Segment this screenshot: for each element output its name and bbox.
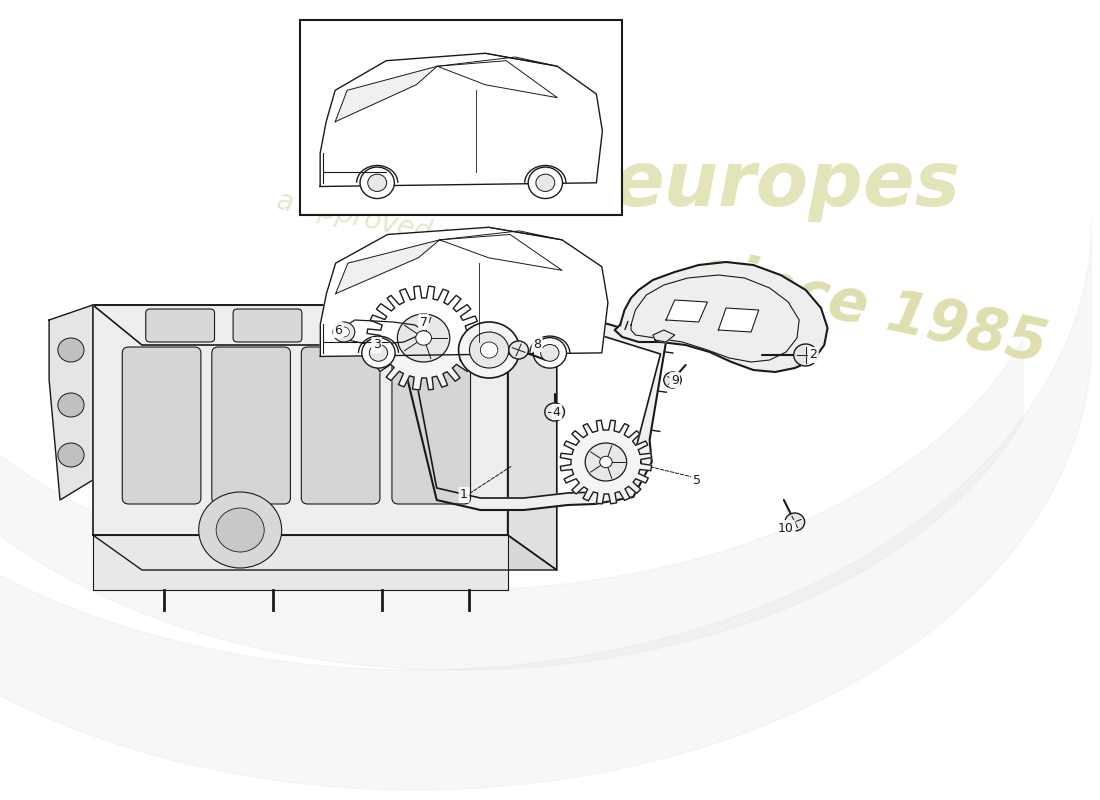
Circle shape xyxy=(58,443,84,467)
Circle shape xyxy=(416,331,431,346)
Circle shape xyxy=(481,342,498,358)
Circle shape xyxy=(540,345,559,362)
Polygon shape xyxy=(50,305,92,500)
Text: a approved parts: a approved parts xyxy=(274,186,513,263)
Text: 1: 1 xyxy=(460,489,467,502)
Circle shape xyxy=(509,341,528,359)
Circle shape xyxy=(339,327,350,337)
Polygon shape xyxy=(92,305,557,345)
Polygon shape xyxy=(336,66,437,122)
Circle shape xyxy=(370,345,387,362)
Polygon shape xyxy=(92,535,557,570)
Polygon shape xyxy=(92,305,508,535)
Text: 9: 9 xyxy=(671,374,679,386)
Polygon shape xyxy=(92,535,508,590)
Circle shape xyxy=(58,338,84,362)
FancyBboxPatch shape xyxy=(212,347,290,504)
Text: 7: 7 xyxy=(419,315,428,329)
Text: 6: 6 xyxy=(334,323,342,337)
Polygon shape xyxy=(320,227,608,357)
Text: 2: 2 xyxy=(810,349,817,362)
Circle shape xyxy=(199,492,282,568)
Polygon shape xyxy=(336,240,440,294)
Polygon shape xyxy=(367,286,481,390)
FancyBboxPatch shape xyxy=(233,309,301,342)
Polygon shape xyxy=(379,293,666,510)
Text: 10: 10 xyxy=(778,522,794,534)
Circle shape xyxy=(663,372,681,388)
FancyBboxPatch shape xyxy=(392,347,471,504)
Circle shape xyxy=(58,393,84,417)
Polygon shape xyxy=(320,54,603,186)
Circle shape xyxy=(397,314,450,362)
Text: 3: 3 xyxy=(373,338,381,351)
Bar xyxy=(300,20,623,215)
Circle shape xyxy=(544,403,564,421)
Circle shape xyxy=(459,322,519,378)
Polygon shape xyxy=(653,330,674,342)
Circle shape xyxy=(600,456,612,468)
Circle shape xyxy=(470,332,509,368)
Circle shape xyxy=(536,174,554,191)
FancyBboxPatch shape xyxy=(419,309,487,342)
Text: 5: 5 xyxy=(693,474,701,486)
Polygon shape xyxy=(508,305,557,570)
Circle shape xyxy=(217,508,264,552)
Circle shape xyxy=(585,443,627,481)
Circle shape xyxy=(534,338,566,368)
Text: since 1985: since 1985 xyxy=(694,246,1053,374)
Polygon shape xyxy=(666,300,707,322)
Circle shape xyxy=(794,344,817,366)
Circle shape xyxy=(360,167,395,198)
Polygon shape xyxy=(718,308,759,332)
Polygon shape xyxy=(560,420,651,504)
FancyBboxPatch shape xyxy=(301,347,380,504)
Text: europes: europes xyxy=(612,148,960,222)
Text: 8: 8 xyxy=(534,338,541,350)
Circle shape xyxy=(785,513,804,531)
FancyBboxPatch shape xyxy=(331,309,400,342)
Circle shape xyxy=(367,174,386,191)
FancyBboxPatch shape xyxy=(145,309,214,342)
Polygon shape xyxy=(337,320,426,345)
Circle shape xyxy=(362,338,395,368)
FancyBboxPatch shape xyxy=(122,347,201,504)
Polygon shape xyxy=(615,262,827,372)
Circle shape xyxy=(528,167,562,198)
Text: 4: 4 xyxy=(553,406,561,418)
Circle shape xyxy=(333,322,355,342)
